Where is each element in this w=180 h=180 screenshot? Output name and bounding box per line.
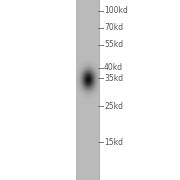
- Text: 55kd: 55kd: [104, 40, 123, 49]
- Text: 40kd: 40kd: [104, 63, 123, 72]
- Text: 25kd: 25kd: [104, 102, 123, 111]
- Text: 35kd: 35kd: [104, 74, 123, 83]
- Text: 15kd: 15kd: [104, 138, 123, 147]
- Text: 70kd: 70kd: [104, 23, 123, 32]
- Text: 100kd: 100kd: [104, 6, 128, 15]
- Bar: [0, 0, 76, 180]
